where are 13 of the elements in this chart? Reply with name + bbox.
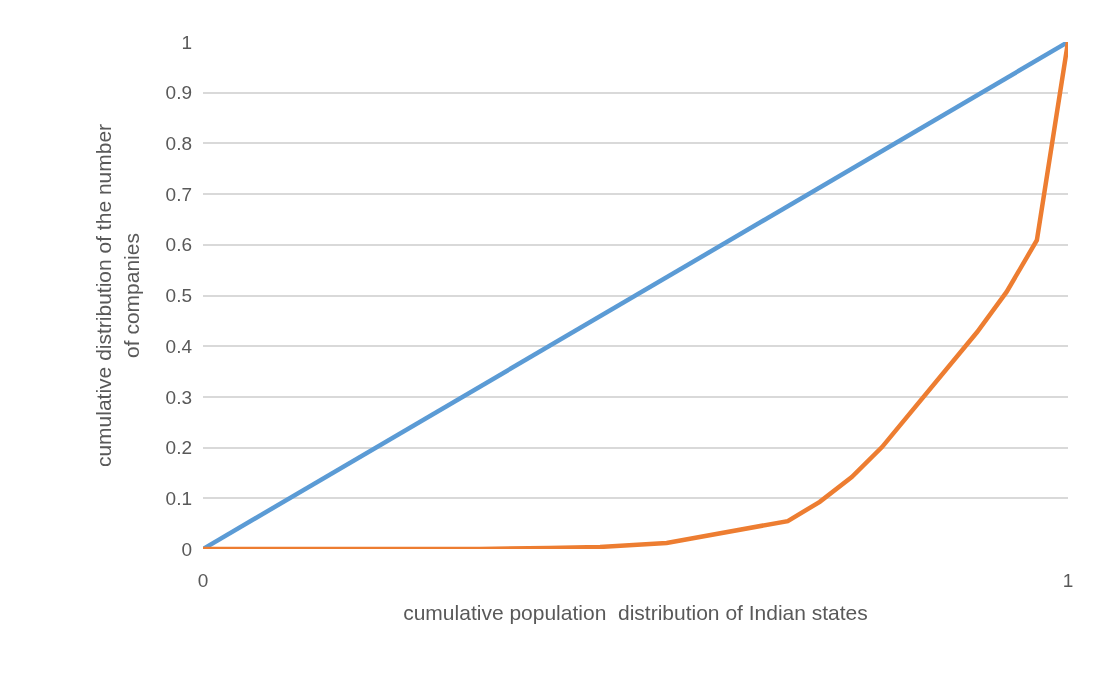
y-tick-label: 0.9 bbox=[165, 82, 192, 104]
y-tick-label: 0 bbox=[181, 538, 192, 560]
y-tick-label: 0.4 bbox=[165, 335, 193, 357]
y-tick-label: 1 bbox=[181, 31, 192, 53]
y-tick-label: 0.2 bbox=[165, 437, 192, 459]
y-tick-label: 0.6 bbox=[165, 234, 192, 256]
y-tick-label: 0.5 bbox=[165, 285, 192, 307]
x-axis-title: cumulative population distribution of Indian states bbox=[403, 601, 868, 625]
y-tick-label: 0.3 bbox=[165, 386, 192, 408]
y-axis-title: cumulative distribution of the number of companies bbox=[92, 123, 143, 468]
y-tick-label: 0.8 bbox=[165, 133, 192, 155]
y-tick-label: 0.7 bbox=[165, 183, 192, 205]
y-tick-label: 0.1 bbox=[165, 487, 192, 509]
